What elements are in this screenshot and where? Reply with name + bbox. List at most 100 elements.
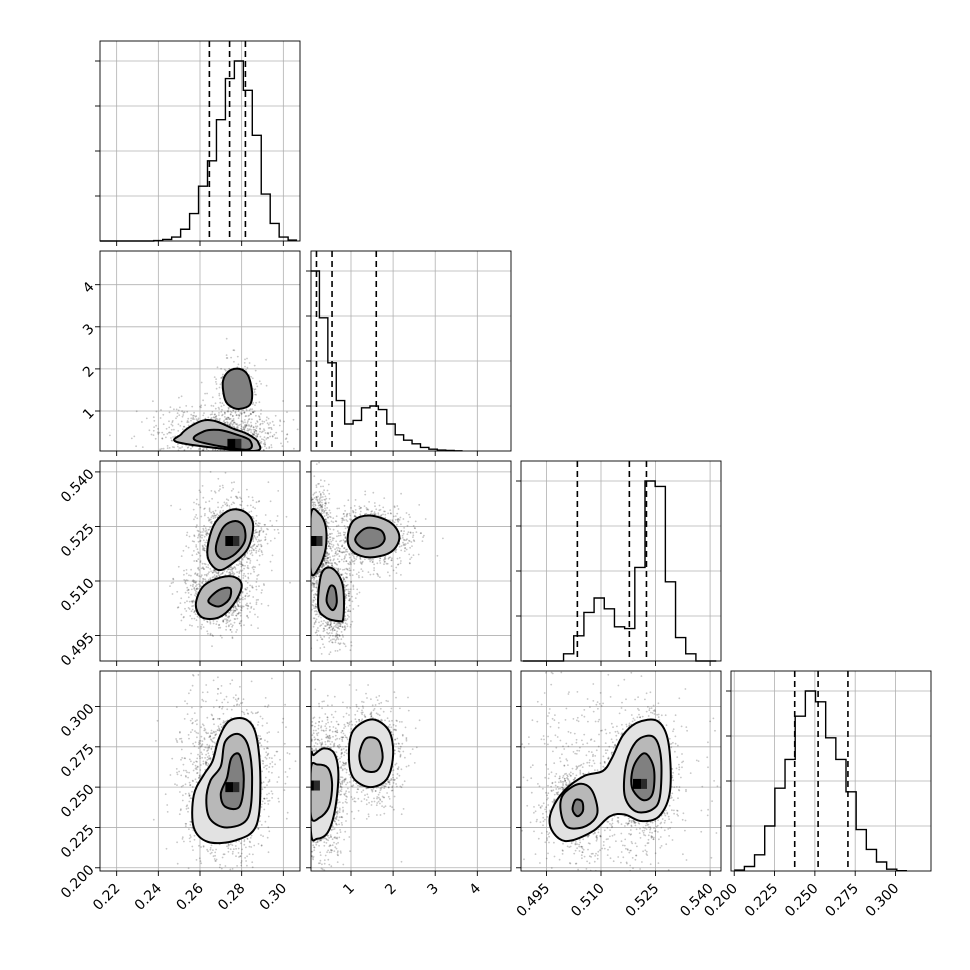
sample-points	[311, 671, 421, 871]
contour-line-0	[311, 747, 340, 842]
x-tick-label-0-4: 0.30	[257, 881, 290, 914]
contour-fill-2-1	[359, 737, 383, 773]
panel-frame	[310, 460, 512, 662]
contour-line-3	[207, 586, 233, 608]
contour-fill-3-1	[326, 585, 337, 611]
y-tick-label-2-1: 0.510	[58, 575, 98, 615]
density-layer	[311, 461, 444, 656]
contour-line-1	[346, 514, 401, 559]
peak-cell	[633, 778, 641, 789]
peak-cell	[316, 536, 323, 546]
y-tick-label-3-0: 0.200	[58, 862, 98, 902]
density-layer	[521, 671, 721, 871]
pair-panel-1-3	[310, 670, 512, 872]
y-tick-label-3-1: 0.225	[58, 822, 98, 862]
peak-cell	[641, 778, 647, 789]
contour-line-3	[317, 566, 345, 623]
peak-cell	[225, 782, 234, 793]
histogram-panel-3	[726, 670, 932, 872]
pair-panel-1-2	[310, 460, 512, 662]
peak-cell	[225, 536, 234, 546]
panel-frame	[730, 670, 932, 872]
x-tick-label-1-0: 1	[340, 881, 358, 899]
x-tick-label-2-1: 0.510	[568, 881, 608, 921]
density-layer	[311, 671, 421, 871]
contour-line-0	[221, 367, 254, 410]
contour-line-2	[219, 752, 245, 811]
histogram-step-2	[522, 480, 717, 662]
y-tick-label-3-4: 0.300	[58, 701, 98, 741]
peak-cell	[311, 536, 317, 546]
y-tick-label-2-3: 0.540	[58, 466, 98, 506]
contour-fill-3-0	[355, 527, 385, 549]
x-tick-label-3-1: 0.225	[742, 881, 782, 921]
contour-fill-2-0	[311, 762, 333, 821]
contour-line-0	[311, 507, 328, 577]
sample-points	[109, 337, 299, 451]
y-tick-label-2-0: 0.495	[58, 630, 98, 670]
peak-cell	[311, 780, 314, 791]
panel-frame	[520, 460, 722, 662]
contour-fill-3-0	[220, 753, 244, 810]
y-tick-label-1-0: 1	[80, 405, 98, 423]
x-tick-label-0-2: 0.26	[173, 880, 206, 913]
x-tick-label-2-0: 0.495	[514, 881, 554, 921]
y-tick-label-1-1: 2	[80, 363, 98, 381]
contour-line-1	[205, 732, 254, 829]
pair-panel-0-2	[99, 460, 301, 662]
contour-line-4	[571, 798, 585, 818]
contour-line-3	[358, 736, 384, 774]
histogram-panel-0	[95, 40, 301, 242]
contour-line-2	[354, 526, 386, 550]
peak-cell	[235, 438, 242, 449]
pair-panel-0-1	[99, 250, 301, 452]
x-tick-label-1-2: 3	[424, 881, 442, 899]
contour-line-2	[192, 428, 253, 451]
contour-line-1	[622, 734, 663, 814]
x-tick-label-3-3: 0.275	[822, 881, 862, 921]
y-tick-label-1-3: 4	[80, 279, 98, 297]
pair-panel-0-3	[99, 670, 301, 872]
histogram-step-3	[734, 690, 907, 872]
peak-cell	[227, 438, 236, 449]
contour-fill-3-1	[208, 587, 232, 607]
x-tick-label-3-4: 0.300	[863, 881, 903, 921]
x-tick-label-0-1: 0.24	[132, 880, 165, 913]
density-layer	[169, 471, 291, 648]
contour-fill-3-0	[222, 368, 253, 409]
x-tick-label-0-0: 0.22	[90, 881, 123, 914]
contour-line-4	[325, 584, 338, 612]
contour-fill-3-1	[572, 799, 584, 817]
x-tick-label-1-3: 4	[467, 880, 485, 898]
contour-line-1	[173, 418, 262, 451]
histogram-panel-2	[516, 460, 722, 662]
x-tick-label-0-3: 0.28	[215, 881, 248, 914]
y-tick-label-1-2: 3	[80, 321, 98, 339]
histogram-step-1	[311, 270, 463, 452]
peak-cell	[233, 782, 240, 793]
y-tick-label-3-2: 0.250	[58, 781, 98, 821]
histogram-panel-1	[306, 250, 512, 452]
x-tick-label-1-1: 2	[382, 881, 400, 899]
contour-line-2	[559, 782, 599, 830]
panel-frame	[310, 670, 512, 872]
x-tick-label-2-2: 0.525	[623, 881, 663, 921]
y-tick-label-3-3: 0.275	[58, 741, 98, 781]
contour-line-0	[206, 508, 255, 572]
panel-frame	[520, 670, 722, 872]
contour-line-2	[347, 718, 395, 789]
density-layer	[152, 674, 297, 871]
y-tick-label-2-2: 0.525	[58, 521, 98, 561]
pair-panel-2-3	[520, 670, 722, 872]
contour-line-1	[214, 519, 247, 561]
contour-line-3	[630, 752, 656, 802]
peak-cell	[233, 536, 240, 546]
density-layer	[109, 337, 299, 451]
contour-line-2	[194, 575, 243, 620]
contour-line-0	[548, 718, 672, 843]
contour-line-0	[191, 717, 262, 845]
peak-cell	[313, 780, 320, 791]
panel-frame	[310, 250, 512, 452]
x-tick-label-3-2: 0.250	[782, 881, 822, 921]
